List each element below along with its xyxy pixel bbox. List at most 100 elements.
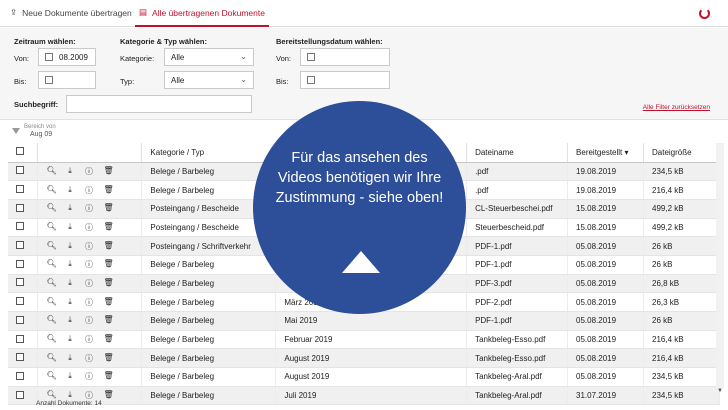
- search-icon[interactable]: 🔍︎: [46, 296, 57, 306]
- trash-icon[interactable]: 🗑︎: [103, 240, 114, 250]
- select-all-header[interactable]: [8, 143, 39, 163]
- row-checkbox-cell[interactable]: [8, 162, 39, 182]
- search-icon[interactable]: 🔍︎: [46, 240, 57, 250]
- info-icon[interactable]: ⓘ: [84, 204, 93, 214]
- row-checkbox[interactable]: [16, 185, 24, 194]
- consent-overlay[interactable]: Für das ansehen des Videos benötigen wir…: [253, 101, 466, 314]
- trash-icon[interactable]: 🗑︎: [103, 221, 114, 231]
- trash-icon[interactable]: 🗑︎: [103, 371, 114, 381]
- trash-icon[interactable]: 🗑︎: [103, 352, 114, 362]
- trash-icon[interactable]: 🗑︎: [103, 259, 114, 269]
- scroll-down-icon[interactable]: ▼: [717, 388, 723, 394]
- refresh-icon[interactable]: [699, 8, 710, 19]
- play-icon[interactable]: [342, 251, 380, 273]
- trash-icon[interactable]: 🗑︎: [103, 315, 114, 325]
- column-header-kategorie[interactable]: Kategorie / Typ: [141, 143, 277, 163]
- row-checkbox-cell[interactable]: [8, 311, 39, 331]
- row-checkbox[interactable]: [16, 353, 24, 362]
- zeitraum-bis-input[interactable]: [38, 71, 96, 89]
- download-icon[interactable]: ⤓: [68, 240, 72, 250]
- download-icon[interactable]: ⤓: [68, 203, 72, 213]
- info-icon[interactable]: ⓘ: [84, 278, 93, 288]
- row-checkbox-cell[interactable]: [8, 236, 39, 256]
- row-checkbox[interactable]: [16, 371, 24, 380]
- info-icon[interactable]: ⓘ: [84, 297, 93, 307]
- row-checkbox-cell[interactable]: [8, 180, 39, 200]
- bereitstellung-von-input[interactable]: [300, 48, 390, 66]
- row-checkbox-cell[interactable]: [8, 199, 39, 219]
- row-checkbox[interactable]: [16, 203, 24, 212]
- trash-icon[interactable]: 🗑︎: [103, 203, 114, 213]
- column-header-dateiname[interactable]: Dateiname: [466, 143, 569, 163]
- info-icon[interactable]: ⓘ: [84, 241, 93, 251]
- search-icon[interactable]: 🔍︎: [46, 334, 57, 344]
- reset-filters-link[interactable]: Alle Filter zurücksetzen: [642, 104, 710, 111]
- typ-select[interactable]: Alle ⌄: [164, 71, 254, 89]
- download-icon[interactable]: ⤓: [68, 390, 72, 400]
- info-icon[interactable]: ⓘ: [84, 372, 93, 382]
- download-icon[interactable]: ⤓: [68, 371, 72, 381]
- column-header-bereitgestellt[interactable]: Bereitgestellt ▾: [567, 143, 644, 163]
- search-icon[interactable]: 🔍︎: [46, 315, 57, 325]
- row-checkbox[interactable]: [16, 241, 24, 250]
- row-checkbox-cell[interactable]: [8, 386, 39, 406]
- select-all-checkbox[interactable]: [16, 147, 24, 156]
- row-checkbox-cell[interactable]: [8, 348, 39, 369]
- search-icon[interactable]: 🔍︎: [46, 277, 57, 287]
- bereitstellung-bis-input[interactable]: [300, 71, 390, 89]
- row-checkbox[interactable]: [16, 166, 24, 175]
- download-icon[interactable]: ⤓: [68, 315, 72, 325]
- trash-icon[interactable]: 🗑︎: [103, 334, 114, 344]
- row-checkbox-cell[interactable]: [8, 330, 39, 350]
- download-icon[interactable]: ⤓: [68, 277, 72, 287]
- trash-icon[interactable]: 🗑︎: [103, 390, 114, 400]
- table-row[interactable]: 🔍︎ ⤓ ⓘ 🗑︎ Belege / Barbeleg Juli 2019 Tankbele…: [8, 386, 720, 406]
- row-checkbox[interactable]: [16, 297, 24, 306]
- row-checkbox[interactable]: [16, 222, 24, 231]
- row-checkbox-cell[interactable]: [8, 367, 39, 387]
- info-icon[interactable]: ⓘ: [84, 353, 93, 363]
- row-checkbox[interactable]: [16, 334, 24, 343]
- trash-icon[interactable]: 🗑︎: [103, 165, 114, 175]
- table-scrollbar[interactable]: [716, 143, 724, 388]
- column-header-dateigroesse[interactable]: Dateigröße: [643, 143, 720, 163]
- trash-icon[interactable]: 🗑︎: [103, 296, 114, 306]
- row-checkbox[interactable]: [16, 315, 24, 324]
- zeitraum-von-input[interactable]: 08.2009: [38, 48, 96, 66]
- search-icon[interactable]: 🔍︎: [46, 165, 57, 175]
- info-icon[interactable]: ⓘ: [84, 222, 93, 232]
- info-icon[interactable]: ⓘ: [84, 391, 93, 401]
- row-checkbox-cell[interactable]: [8, 218, 39, 238]
- info-icon[interactable]: ⓘ: [84, 316, 93, 326]
- search-icon[interactable]: 🔍︎: [46, 184, 57, 194]
- info-icon[interactable]: ⓘ: [84, 260, 93, 270]
- row-checkbox[interactable]: [16, 259, 24, 268]
- table-row[interactable]: 🔍︎ ⤓ ⓘ 🗑︎ Belege / Barbeleg Mai 2019 PDF-1.pdf…: [8, 311, 720, 331]
- tab-all-documents[interactable]: ▤ Alle übertragenen Dokumente: [135, 7, 269, 27]
- row-checkbox-cell[interactable]: [8, 255, 39, 275]
- info-icon[interactable]: ⓘ: [84, 185, 93, 195]
- table-row[interactable]: 🔍︎ ⤓ ⓘ 🗑︎ Belege / Barbeleg August 2019 Tankbe…: [8, 367, 720, 387]
- search-icon[interactable]: 🔍︎: [46, 352, 57, 362]
- table-row[interactable]: 🔍︎ ⤓ ⓘ 🗑︎ Belege / Barbeleg Februar 2019 Tankb…: [8, 330, 720, 350]
- search-icon[interactable]: 🔍︎: [46, 371, 57, 381]
- row-checkbox-cell[interactable]: [8, 292, 39, 312]
- download-icon[interactable]: ⤓: [68, 334, 72, 344]
- trash-icon[interactable]: 🗑︎: [103, 277, 114, 287]
- download-icon[interactable]: ⤓: [68, 221, 72, 231]
- kategorie-select[interactable]: Alle ⌄: [164, 48, 254, 66]
- search-icon[interactable]: 🔍︎: [46, 203, 57, 213]
- download-icon[interactable]: ⤓: [68, 165, 72, 175]
- tab-new-documents[interactable]: ⇪ Neue Dokumente übertragen: [10, 7, 132, 18]
- search-icon[interactable]: 🔍︎: [46, 259, 57, 269]
- search-input[interactable]: [66, 95, 252, 113]
- download-icon[interactable]: ⤓: [68, 184, 72, 194]
- row-checkbox[interactable]: [16, 390, 24, 399]
- info-icon[interactable]: ⓘ: [84, 335, 93, 345]
- search-icon[interactable]: 🔍︎: [46, 221, 57, 231]
- info-icon[interactable]: ⓘ: [84, 166, 93, 176]
- row-checkbox-cell[interactable]: [8, 274, 39, 294]
- download-icon[interactable]: ⤓: [68, 259, 72, 269]
- table-row[interactable]: 🔍︎ ⤓ ⓘ 🗑︎ Belege / Barbeleg August 2019 Tankbe…: [8, 348, 720, 369]
- trash-icon[interactable]: 🗑︎: [103, 184, 114, 194]
